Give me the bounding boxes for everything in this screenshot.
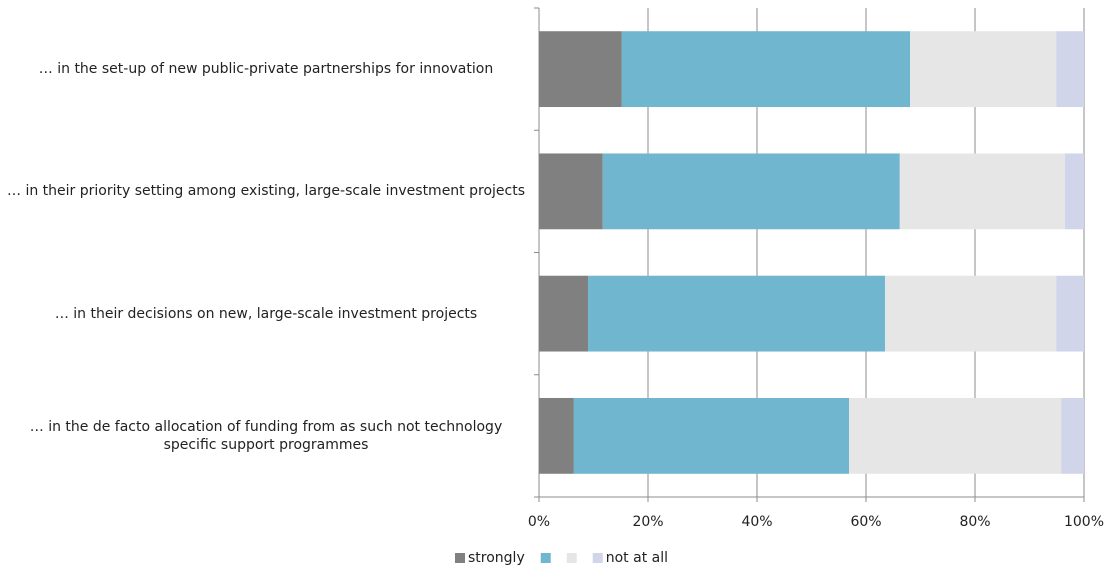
legend-swatch bbox=[455, 553, 465, 563]
bar-segment bbox=[539, 275, 589, 352]
bar-segment bbox=[1061, 397, 1084, 474]
y-tick-label: … in their priority setting among existi… bbox=[7, 183, 525, 200]
legend-swatch bbox=[540, 553, 551, 563]
bar-segment bbox=[899, 153, 1065, 230]
legend-swatch bbox=[592, 553, 603, 563]
bar-segment bbox=[1056, 275, 1084, 352]
bar-segment bbox=[573, 397, 850, 474]
x-tick-label: 100% bbox=[1064, 514, 1104, 530]
bar-segment bbox=[1056, 31, 1084, 108]
x-tick-label: 40% bbox=[741, 514, 772, 530]
bar-segment bbox=[602, 153, 900, 230]
bar-segment bbox=[910, 31, 1057, 108]
bar-segment bbox=[885, 275, 1057, 352]
x-tick-label: 20% bbox=[632, 514, 663, 530]
x-tick-label: 80% bbox=[959, 514, 990, 530]
y-tick-label: … in the de facto allocation of funding … bbox=[29, 418, 503, 453]
legend-label: strongly bbox=[468, 550, 525, 566]
bar-segment bbox=[621, 31, 911, 108]
x-tick-label: 60% bbox=[850, 514, 881, 530]
y-tick-label: … in their decisions on new, large-scale… bbox=[54, 305, 478, 322]
legend-label: not at all bbox=[606, 550, 668, 566]
y-tick-label: … in the set-up of new public-private pa… bbox=[38, 61, 494, 78]
bar-segment bbox=[1064, 153, 1084, 230]
bar-segment bbox=[539, 31, 622, 108]
bar-segment bbox=[588, 275, 886, 352]
legend-swatch bbox=[566, 553, 577, 563]
x-tick-label: 0% bbox=[528, 514, 550, 530]
bar-segment bbox=[539, 397, 574, 474]
bar-segment bbox=[539, 153, 603, 230]
bar-segment bbox=[849, 397, 1062, 474]
